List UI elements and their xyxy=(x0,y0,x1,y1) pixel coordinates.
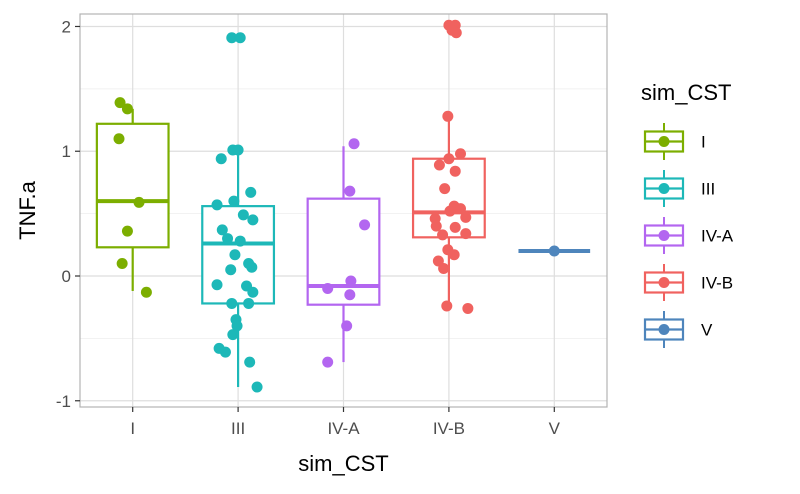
data-point-iv-b xyxy=(439,183,451,195)
x-tick-label: V xyxy=(549,419,561,438)
legend-label: III xyxy=(701,180,715,199)
data-point-iv-a xyxy=(344,289,356,301)
data-point-iii xyxy=(237,209,249,221)
data-point-iv-a xyxy=(322,282,334,294)
data-point-iv-a xyxy=(348,138,360,150)
data-point-iii xyxy=(243,258,255,270)
data-point-iv-b xyxy=(443,153,455,165)
data-point-i xyxy=(113,133,125,145)
box-body xyxy=(411,157,486,239)
data-point-iii xyxy=(222,233,234,245)
x-tick-label: IV-B xyxy=(433,419,465,438)
box-iv-b xyxy=(411,116,486,306)
y-tick-label: 0 xyxy=(62,267,71,286)
data-point-iii xyxy=(231,320,243,332)
legend-label: IV-A xyxy=(701,227,734,246)
data-point-iv-b xyxy=(449,165,461,177)
x-tick-label: I xyxy=(130,419,135,438)
data-point-i xyxy=(140,286,152,298)
data-point-iii xyxy=(229,249,241,261)
data-point-iii xyxy=(215,153,227,165)
data-point-iii xyxy=(244,356,256,368)
legend-title: sim_CST xyxy=(641,80,731,105)
box-i xyxy=(95,108,170,291)
data-point-iii xyxy=(211,199,223,211)
data-point-iii xyxy=(234,32,246,44)
data-point-iii xyxy=(211,279,223,291)
data-point-iv-b xyxy=(430,220,442,232)
legend-key-point xyxy=(658,324,670,335)
legend-key-point xyxy=(658,277,670,288)
data-point-iii xyxy=(226,32,238,44)
y-tick-label: 2 xyxy=(62,17,71,36)
data-point-iv-a xyxy=(344,185,356,197)
data-point-iv-b xyxy=(448,249,460,261)
legend-key-point xyxy=(658,230,670,241)
y-axis-title: TNF.a xyxy=(15,180,40,239)
data-point-iv-b xyxy=(442,110,454,122)
data-point-iii xyxy=(227,329,239,341)
data-point-iv-b xyxy=(462,302,474,314)
data-point-iv-b xyxy=(433,159,445,171)
data-point-iv-b xyxy=(454,148,466,160)
data-point-iv-b xyxy=(444,205,456,217)
y-tick-label: 1 xyxy=(62,142,71,161)
data-point-iii xyxy=(232,144,244,156)
x-tick-label: III xyxy=(231,419,245,438)
data-point-iv-b xyxy=(437,229,449,241)
data-point-iii xyxy=(226,297,238,309)
legend-item-iv-a: IV-A xyxy=(643,217,734,254)
box-layer xyxy=(95,108,591,388)
data-point-iii xyxy=(225,264,237,276)
legend-item-v: V xyxy=(643,311,713,348)
legend-item-iv-b: IV-B xyxy=(643,264,733,301)
data-point-i xyxy=(133,196,145,208)
data-point-iv-a xyxy=(322,356,334,368)
data-point-i xyxy=(121,225,133,237)
point-layer xyxy=(113,19,560,393)
data-point-iii xyxy=(243,297,255,309)
x-axis-title: sim_CST xyxy=(298,451,388,476)
data-point-iii xyxy=(247,286,259,298)
data-point-iii xyxy=(245,186,257,198)
legend-item-i: I xyxy=(643,123,706,160)
box-body xyxy=(306,197,381,306)
legend-key-point xyxy=(658,183,670,194)
box-body xyxy=(95,122,170,249)
data-point-iv-b xyxy=(449,221,461,233)
data-point-i xyxy=(121,103,133,115)
legend-label: IV-B xyxy=(701,274,733,293)
data-point-iv-b xyxy=(450,27,462,39)
legend-label: I xyxy=(701,133,706,152)
x-tick-label: IV-A xyxy=(327,419,360,438)
data-point-iv-b xyxy=(438,263,450,275)
data-point-iii xyxy=(251,381,263,393)
data-point-iv-b xyxy=(454,203,466,215)
data-point-iii xyxy=(228,195,240,207)
data-point-iv-a xyxy=(359,219,371,231)
data-point-iv-b xyxy=(460,228,472,240)
legend-item-iii: III xyxy=(643,170,715,207)
y-tick-label: -1 xyxy=(56,392,71,411)
data-point-iii xyxy=(247,214,259,226)
data-point-iii xyxy=(234,235,246,247)
legend-key-point xyxy=(658,136,670,147)
data-point-iii xyxy=(219,346,231,358)
data-point-iv-b xyxy=(460,211,472,223)
data-point-iii xyxy=(216,224,228,236)
data-point-v xyxy=(548,245,560,257)
legend-label: V xyxy=(701,321,713,340)
data-point-iv-a xyxy=(345,275,357,287)
box-iv-a xyxy=(306,146,381,363)
data-point-iv-a xyxy=(341,320,353,332)
data-point-iv-b xyxy=(441,300,453,312)
data-point-i xyxy=(114,97,126,109)
data-point-i xyxy=(116,258,128,270)
